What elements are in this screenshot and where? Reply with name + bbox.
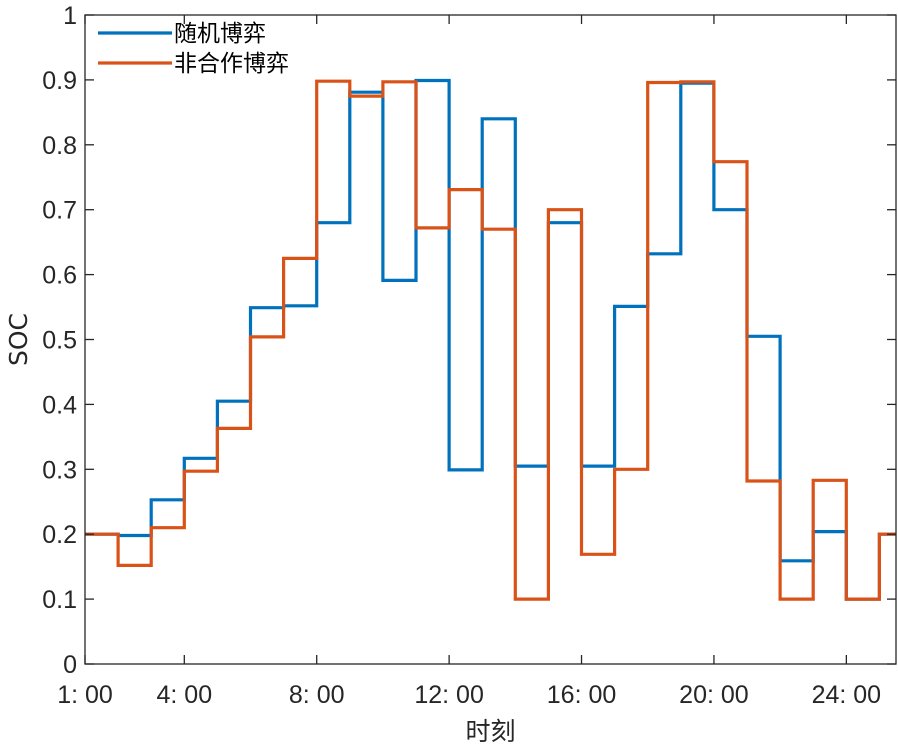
legend-label-2: 非合作博弈 <box>174 51 289 77</box>
y-tick-label: 0.3 <box>42 456 77 484</box>
y-tick-label: 0.8 <box>42 132 77 160</box>
y-tick-label: 0.7 <box>42 197 77 225</box>
x-tick-label: 1: 00 <box>57 681 113 709</box>
y-tick-label: 0.9 <box>42 67 77 95</box>
plot-background <box>85 15 896 664</box>
y-axis-title: SOC <box>4 313 33 366</box>
x-tick-label: 16: 00 <box>547 681 617 709</box>
series-line-2 <box>85 79 896 601</box>
y-tick-label: 1 <box>63 2 77 30</box>
y-tick-label: 0 <box>63 651 77 679</box>
y-tick-label: 0.5 <box>42 327 77 355</box>
y-tick-label: 0.2 <box>42 521 77 549</box>
x-axis-title: 时刻 <box>465 717 515 746</box>
y-tick-label: 0.6 <box>42 262 77 290</box>
x-tick-label: 4: 00 <box>157 681 213 709</box>
x-tick-label: 8: 00 <box>289 681 345 709</box>
axes: 0 0.1 0.2 0.3 0.4 0.5 0.6 0.7 0.8 0.9 1 1: 00 4: 00 8… <box>42 2 897 709</box>
x-tick-label: 12: 00 <box>414 681 484 709</box>
legend-label-1: 随机博弈 <box>174 21 266 47</box>
y-tick-label: 0.1 <box>42 586 77 614</box>
series-layer <box>85 78 896 601</box>
series-line-1 <box>85 78 896 601</box>
x-tick-label: 20: 00 <box>679 681 749 709</box>
x-tick-label: 24: 00 <box>812 681 882 709</box>
y-tick-label: 0.4 <box>42 391 77 419</box>
